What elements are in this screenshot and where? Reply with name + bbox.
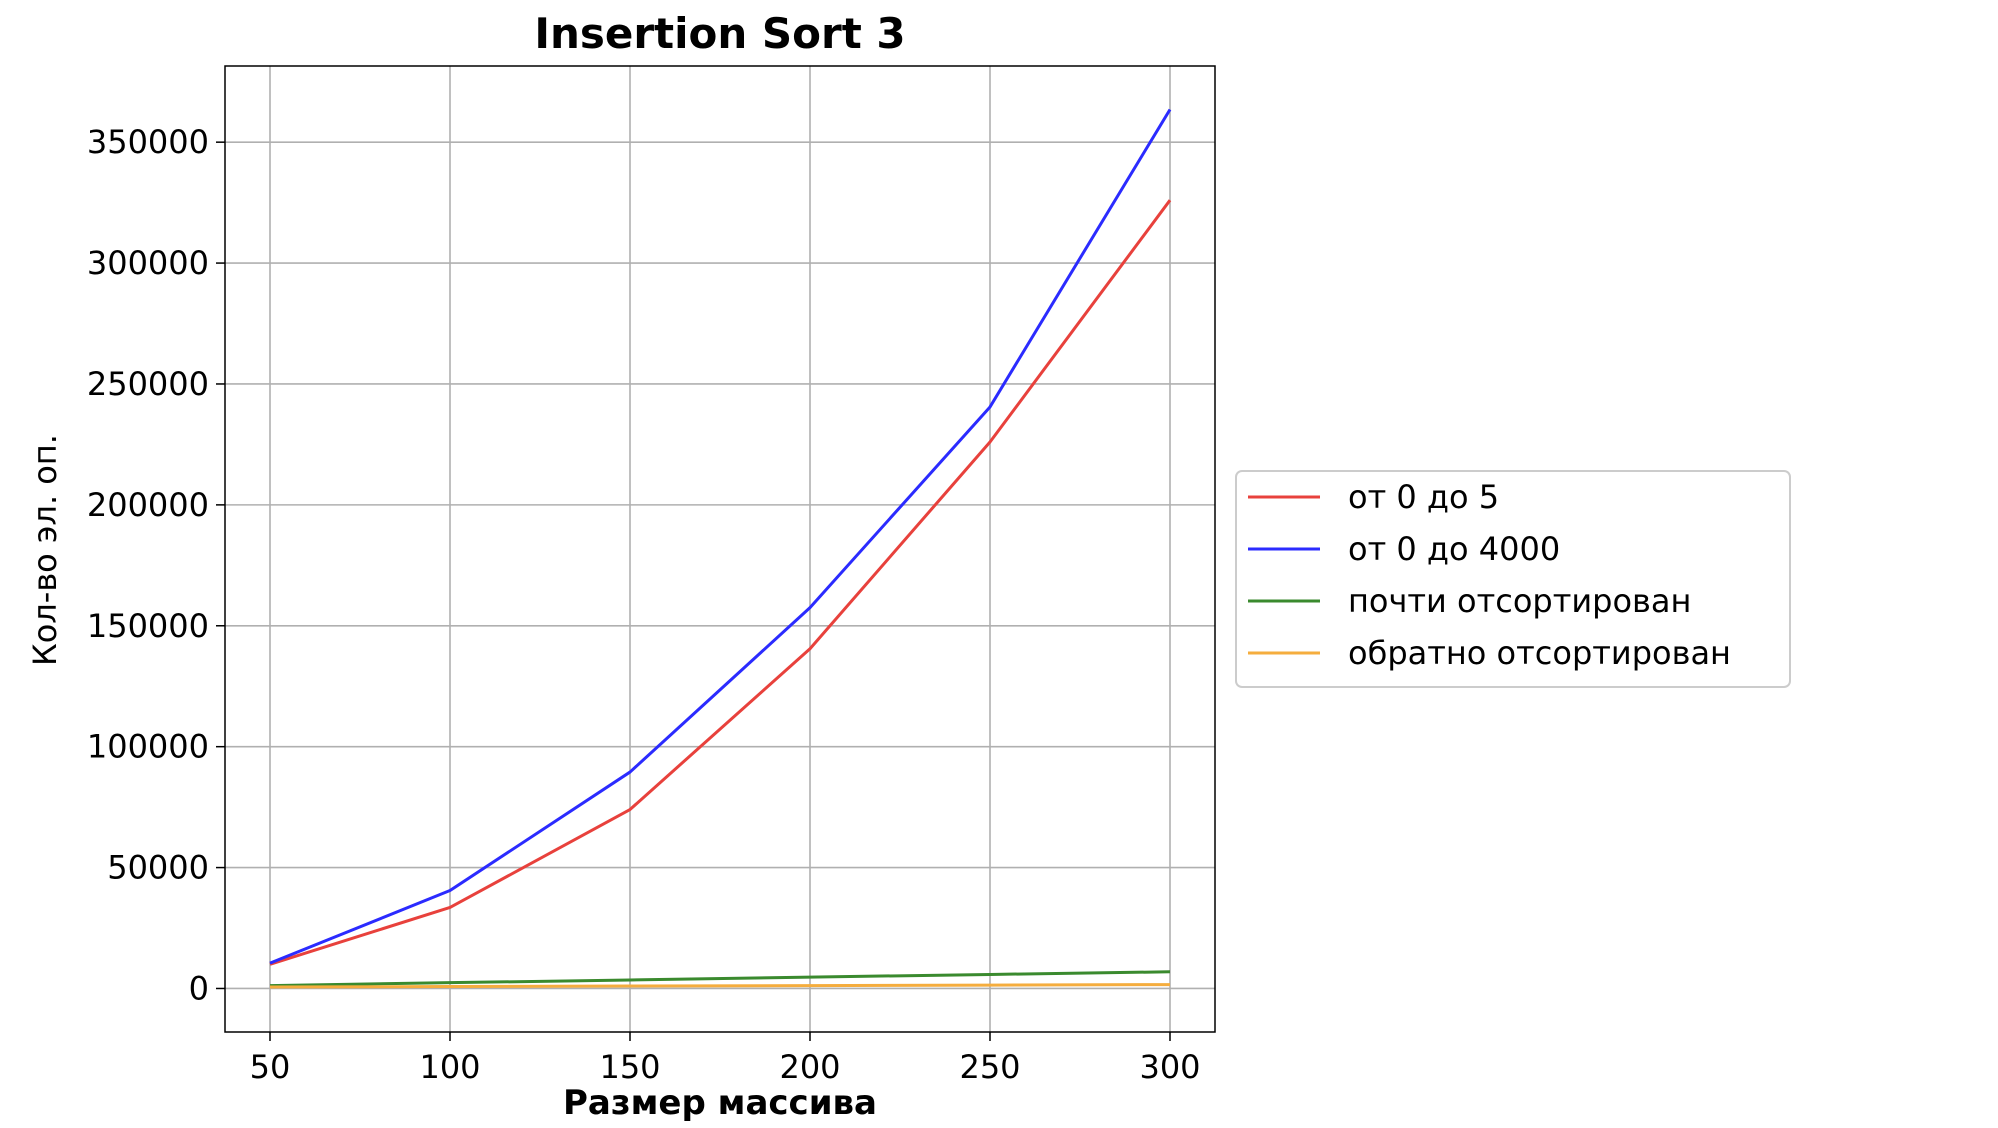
y-tick-label: 250000 — [87, 365, 209, 403]
series-line-0 — [269, 199, 1172, 966]
y-tick-label: 50000 — [107, 849, 209, 887]
y-tick-label: 350000 — [87, 123, 209, 161]
series-lines — [269, 108, 1172, 989]
x-tick-label: 100 — [419, 1048, 480, 1086]
legend-label-0: от 0 до 5 — [1348, 478, 1499, 516]
legend: от 0 до 5 от 0 до 4000 почти отсортирован о… — [1235, 470, 1791, 688]
x-tick-label: 50 — [250, 1048, 291, 1086]
y-tick-label: 150000 — [87, 607, 209, 645]
y-axis-title: Кол-во эл. оп. — [26, 434, 64, 666]
x-tick-label: 200 — [779, 1048, 840, 1086]
x-tick-label: 300 — [1139, 1048, 1200, 1086]
grid — [225, 66, 1215, 1032]
series-line-1 — [269, 108, 1172, 965]
legend-label-1: от 0 до 4000 — [1348, 530, 1560, 568]
y-tick-label: 0 — [189, 969, 209, 1007]
x-tick-label: 250 — [959, 1048, 1020, 1086]
plot-frame — [224, 65, 1216, 1033]
x-tick-label: 150 — [599, 1048, 660, 1086]
series-line-2 — [269, 970, 1171, 988]
legend-label-3: обратно отсортирован — [1348, 634, 1731, 672]
x-axis: 50 100 150 200 250 300 — [250, 1032, 1201, 1086]
legend-label-2: почти отсортирован — [1348, 582, 1691, 620]
series-line-3 — [269, 983, 1171, 989]
chart-title: Insertion Sort 3 — [534, 9, 905, 58]
y-tick-label: 300000 — [87, 244, 209, 282]
legend-box — [1235, 470, 1791, 688]
y-axis: 0 50000 100000 150000 200000 250000 300000 3500… — [87, 123, 225, 1007]
y-tick-label: 200000 — [87, 486, 209, 524]
y-tick-label: 100000 — [87, 728, 209, 766]
x-axis-title: Размер массива — [563, 1083, 877, 1123]
